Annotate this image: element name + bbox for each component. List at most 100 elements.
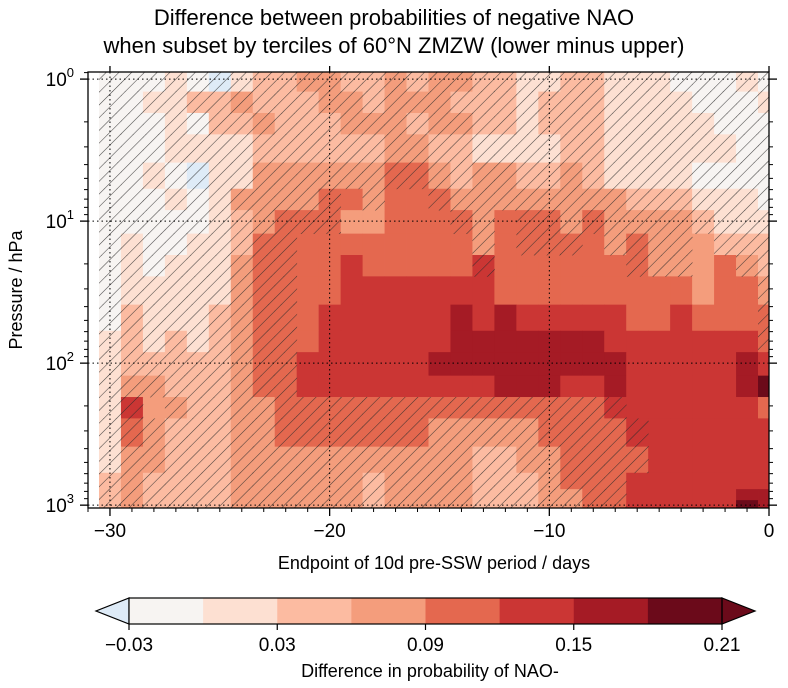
hatch-cell: [274, 500, 298, 508]
hatch-cell: [582, 162, 605, 190]
hatch-cell: [406, 91, 429, 114]
heatmap-cell: [560, 276, 583, 306]
hatch-cell: [296, 489, 320, 501]
hatch-cell: [120, 489, 144, 501]
hatch-cell: [758, 188, 769, 211]
heatmap-cell: [406, 255, 429, 277]
heatmap-cell: [648, 330, 671, 353]
hatch-cell: [274, 489, 298, 501]
heatmap-cell: [648, 352, 671, 377]
hatch-cell: [538, 233, 561, 256]
heatmap-cell: [648, 446, 671, 474]
hatch-cell: [142, 489, 166, 501]
heatmap-cell: [736, 472, 759, 490]
hatch-cell: [692, 210, 715, 235]
hatch-cell: [98, 210, 122, 235]
heatmap-cell: [296, 352, 320, 377]
hatch-cell: [318, 397, 342, 419]
hatch-cell: [252, 276, 276, 306]
heatmap-cell: [384, 352, 407, 377]
hatch-cell: [274, 276, 298, 306]
hatch-cell: [450, 91, 473, 114]
hatch-cell: [142, 91, 166, 114]
y-axis-label: Pressure / hPa: [6, 229, 26, 349]
heatmap-cell: [736, 330, 759, 353]
heatmap-cell: [714, 304, 737, 332]
hatch-cell: [648, 162, 671, 190]
hatch-cell: [186, 330, 210, 353]
hatch-cell: [142, 330, 166, 353]
hatch-cell: [758, 162, 769, 190]
hatch-cell: [428, 500, 451, 508]
heatmap-cell: [450, 255, 473, 277]
heatmap-cell: [296, 255, 320, 277]
heatmap-cell: [692, 446, 715, 474]
heatmap-cell: [340, 210, 363, 235]
heatmap-cell: [692, 472, 715, 490]
hatch-cell: [208, 255, 232, 277]
hatch-cell: [208, 162, 232, 190]
hatch-cell: [142, 352, 166, 377]
hatch-cell: [758, 330, 769, 353]
heatmap-cell: [516, 255, 539, 277]
heatmap-cell: [516, 276, 539, 306]
heatmap-cell: [428, 255, 451, 277]
hatch-cell: [164, 255, 188, 277]
colorbar: [94, 597, 757, 625]
hatch-cell: [450, 489, 473, 501]
hatch-cell: [538, 91, 561, 114]
hatch-cell: [560, 489, 583, 501]
colorbar-segment: [425, 598, 501, 624]
hatch-cell: [252, 112, 276, 135]
hatch-cell: [164, 489, 188, 501]
heatmap-cell: [428, 233, 451, 256]
hatch-cell: [560, 188, 583, 211]
hatch-cell: [98, 276, 122, 306]
hatch-cell: [604, 446, 627, 474]
heatmap-cell: [648, 418, 671, 448]
hatch-cell: [98, 188, 122, 211]
hatch-cell: [120, 472, 144, 490]
heatmap-cell: [428, 352, 451, 377]
hatch-cell: [472, 500, 495, 508]
hatch-cell: [120, 91, 144, 114]
heatmap-cell: [560, 304, 583, 332]
heatmap-cell: [472, 330, 495, 353]
hatch-cell: [516, 418, 539, 448]
heatmap-cell: [560, 255, 583, 277]
heatmap-cell: [670, 352, 693, 377]
hatch-cell: [252, 352, 276, 377]
heatmap-cell: [670, 472, 693, 490]
hatch-cell: [692, 188, 715, 211]
hatch-cell: [428, 446, 451, 474]
hatch-cell: [208, 375, 232, 398]
hatch-cell: [538, 397, 561, 419]
hatch-cell: [296, 500, 320, 508]
hatch-cell: [230, 472, 254, 490]
hatch-cell: [274, 233, 298, 256]
hatch-cell: [450, 446, 473, 474]
hatch-cell: [252, 304, 276, 332]
hatch-cell: [230, 489, 254, 501]
hatch-cell: [186, 276, 210, 306]
hatch-cell: [472, 397, 495, 419]
heatmap-cell: [494, 330, 517, 353]
hatch-cell: [384, 418, 407, 448]
hatch-cell: [604, 134, 627, 164]
heatmap-cell: [692, 304, 715, 332]
x-tick-label: −20: [314, 521, 346, 542]
hatch-cell: [714, 233, 737, 256]
heatmap-cell: [758, 446, 769, 474]
hatch-cell: [604, 397, 627, 419]
heatmap-cell: [736, 500, 759, 508]
heatmap-cell: [384, 304, 407, 332]
hatch-cell: [758, 134, 769, 164]
heatmap-cell: [516, 304, 539, 332]
heatmap-cell: [670, 418, 693, 448]
hatch-cell: [274, 134, 298, 164]
hatch-cell: [274, 472, 298, 490]
hatch-cell: [120, 134, 144, 164]
heatmap-cell: [714, 276, 737, 306]
hatch-cell: [450, 418, 473, 448]
x-axis-label: Endpoint of 10d pre-SSW period / days: [278, 553, 590, 573]
